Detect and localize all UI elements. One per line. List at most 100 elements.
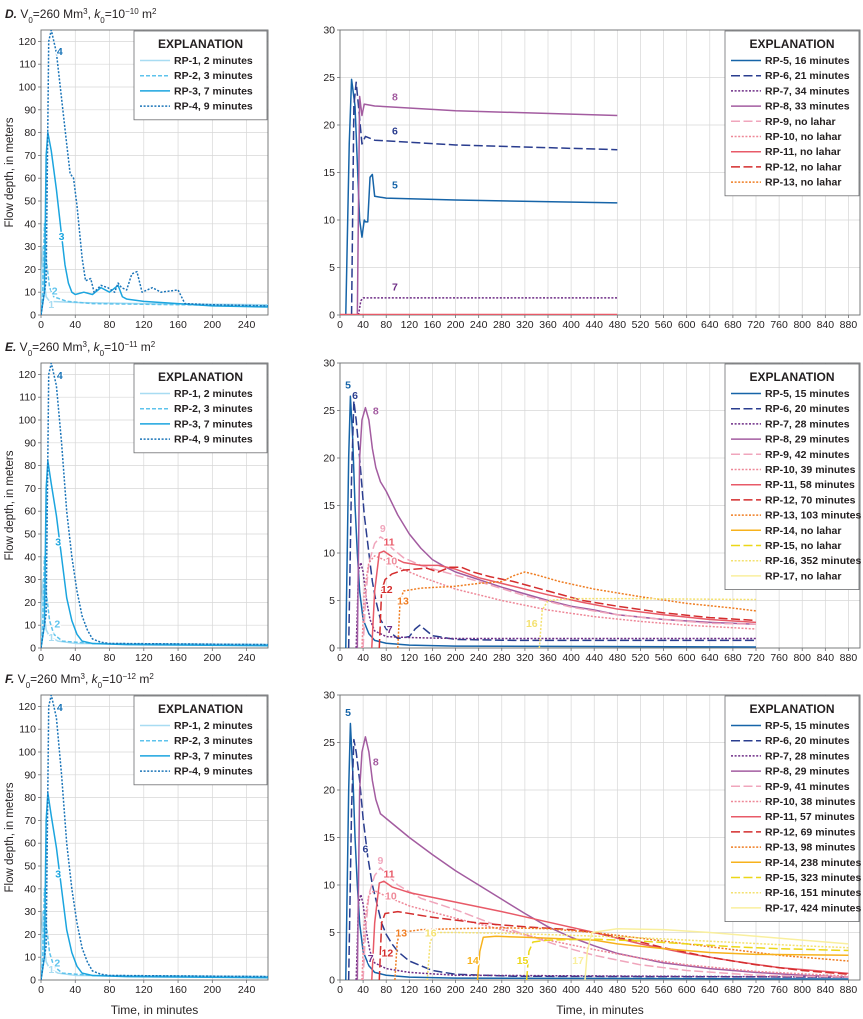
y-axis-label: Flow depth, in meters (4, 117, 16, 227)
x-tick-label: 880 (840, 652, 858, 664)
y-tick-label: 90 (24, 437, 36, 449)
legend-item-label: RP-2, 3 minutes (174, 735, 253, 747)
series-line-rp-13 (397, 571, 757, 648)
y-tick-label: 20 (323, 453, 335, 465)
x-tick-label: 800 (793, 984, 811, 996)
x-tick-label: 440 (585, 319, 603, 331)
series-number-label: 7 (392, 281, 398, 293)
panel-title: E. V0=260 Mm3, k0=10−11 m2 (5, 340, 156, 358)
legend-item-label: RP-5, 15 minutes (765, 388, 850, 400)
x-tick-label: 120 (135, 319, 153, 331)
x-tick-label: 280 (493, 984, 511, 996)
y-tick-label: 15 (323, 832, 335, 844)
legend: EXPLANATION RP-1, 2 minutes RP-2, 3 minute… (133, 695, 268, 786)
x-tick-label: 120 (401, 984, 419, 996)
x-tick-label: 520 (632, 652, 650, 664)
series-line-rp-5 (345, 78, 618, 315)
y-tick-label: 0 (329, 310, 335, 322)
x-tick-label: 360 (539, 319, 557, 331)
legend: EXPLANATION RP-5, 15 minutes RP-6, 20 minu… (724, 695, 861, 923)
x-tick-label: 160 (169, 984, 187, 996)
y-tick-label: 20 (24, 264, 36, 276)
x-tick-label: 640 (701, 984, 719, 996)
x-tick-label: 840 (817, 984, 835, 996)
x-tick-label: 240 (470, 984, 488, 996)
y-tick-label: 20 (24, 929, 36, 941)
y-tick-label: 25 (323, 737, 335, 749)
legend-item-label: RP-15, 323 minutes (765, 872, 861, 884)
right-chart: 0 40 80 120 160 200 240 280 320 360 400 440 480 520 56… (323, 358, 861, 665)
legend-item-label: RP-12, 69 minutes (765, 826, 856, 838)
legend-item-label: RP-7, 28 minutes (765, 750, 850, 762)
legend-item-label: RP-3, 7 minutes (174, 418, 253, 430)
series-number-label: 1 (48, 632, 54, 644)
series-number-label: 4 (57, 46, 63, 58)
x-tick-label: 680 (724, 984, 742, 996)
y-tick-label: 100 (18, 747, 36, 759)
series-number-label: 15 (517, 955, 529, 967)
series-line-rp-8 (356, 95, 618, 315)
x-tick-label: 80 (104, 652, 116, 664)
series-group (340, 78, 618, 315)
series-line-rp-3 (41, 131, 268, 315)
x-tick-label: 760 (770, 319, 788, 331)
legend-item-label: RP-2, 3 minutes (174, 403, 253, 415)
legend-box (724, 695, 860, 923)
x-tick-label: 600 (678, 984, 696, 996)
y-tick-label: 10 (323, 548, 335, 560)
legend-item-label: RP-4, 9 minutes (174, 766, 253, 778)
series-number-label: 1 (48, 299, 54, 311)
x-tick-label: 0 (337, 984, 343, 996)
x-tick-label: 400 (562, 984, 580, 996)
y-tick-label: 15 (323, 167, 335, 179)
y-tick-label: 5 (329, 927, 335, 939)
y-tick-label: 60 (24, 838, 36, 850)
legend-item-label: RP-5, 16 minutes (765, 55, 850, 67)
legend-item-label: RP-12, no lahar (765, 161, 841, 173)
series-number-label: 13 (395, 927, 407, 939)
series-line-rp-16 (426, 931, 849, 980)
x-tick-label: 680 (724, 319, 742, 331)
right-chart: 0 40 80 120 160 200 240 280 320 360 400 440 480 520 56… (323, 25, 861, 331)
legend-item-label: RP-17, no lahar (765, 570, 841, 582)
y-tick-label: 40 (24, 883, 36, 895)
x-tick-label: 400 (562, 319, 580, 331)
y-tick-label: 60 (24, 506, 36, 518)
x-tick-label: 40 (69, 652, 81, 664)
x-tick-label: 80 (104, 319, 116, 331)
legend-box (133, 30, 268, 121)
y-tick-label: 110 (19, 724, 36, 736)
series-number-label: 3 (59, 231, 65, 243)
plot-frame (40, 694, 269, 981)
y-tick-label: 50 (24, 529, 36, 541)
x-tick-label: 240 (238, 652, 256, 664)
y-tick-label: 80 (24, 127, 36, 139)
legend-item-label: RP-3, 7 minutes (174, 85, 253, 97)
series-line-rp-10 (361, 555, 757, 648)
series-line-rp-15 (525, 938, 849, 980)
y-tick-label: 5 (329, 595, 335, 607)
legend-item-label: RP-13, 98 minutes (765, 842, 856, 854)
series-number-label: 6 (363, 844, 369, 856)
legend-item-label: RP-4, 9 minutes (174, 434, 253, 446)
series-line-rp-9 (362, 867, 849, 980)
series-number-label: 7 (368, 953, 374, 965)
x-tick-label: 160 (424, 984, 442, 996)
legend-title: EXPLANATION (158, 702, 243, 716)
series-line-rp-6 (350, 81, 618, 315)
x-tick-label: 600 (678, 652, 696, 664)
y-tick-label: 10 (323, 215, 335, 227)
panel-e: E. V0=260 Mm3, k0=10−11 m20 40 80 120 160 200… (4, 340, 861, 665)
y-tick-label: 0 (30, 975, 36, 987)
series-line-rp-4 (41, 363, 268, 648)
y-tick-label: 20 (323, 785, 335, 797)
series-number-label: 1 (48, 964, 54, 976)
y-tick-label: 50 (24, 196, 36, 208)
legend-item-label: RP-10, 39 minutes (765, 464, 856, 476)
series-number-label: 5 (345, 707, 351, 719)
legend-title: EXPLANATION (749, 370, 834, 384)
y-axis-label: Flow depth, in meters (4, 450, 16, 560)
series-line-rp-6 (347, 738, 849, 980)
x-tick-label: 440 (585, 984, 603, 996)
